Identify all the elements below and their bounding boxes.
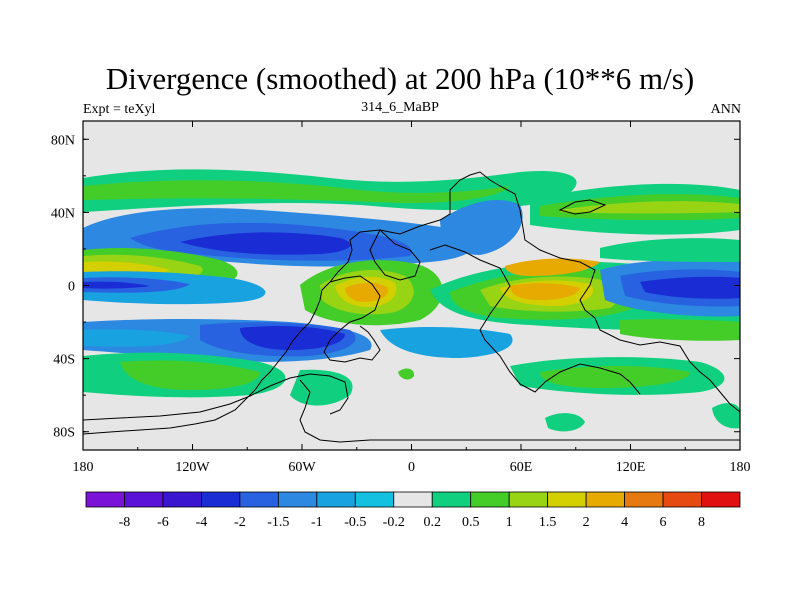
colorbar-label: 1 — [506, 515, 513, 530]
colorbar-swatch — [508, 491, 549, 508]
colorbar-swatch — [624, 491, 664, 508]
colorbar-swatch — [316, 491, 356, 508]
colorbar-label: 1.5 — [539, 515, 557, 530]
colorbar-label: -0.2 — [383, 515, 405, 530]
colorbar-swatch — [585, 491, 625, 508]
colorbar-label: 8 — [698, 515, 705, 530]
colorbar-swatch — [277, 491, 318, 508]
colorbar-swatch — [547, 491, 587, 508]
continent-outlines — [83, 171, 740, 443]
case-label: 314_6_MaBP — [361, 100, 439, 115]
colorbar-label: -6 — [157, 515, 169, 530]
season-label: ANN — [710, 102, 741, 117]
colorbar-label: -0.5 — [344, 515, 366, 530]
x-tick-label: 0 — [408, 460, 415, 475]
colorbar-swatch — [470, 491, 510, 508]
colorbar-label: -2 — [234, 515, 246, 530]
experiment-label: Expt = teXyl — [83, 102, 156, 117]
colorbar-swatch — [124, 491, 164, 508]
colorbar-swatch — [662, 491, 702, 508]
colorbar-label: -1 — [311, 515, 323, 530]
y-tick-label: 40N — [51, 206, 75, 221]
x-tick-label: 180 — [730, 460, 751, 475]
x-tick-label: 180 — [73, 460, 94, 475]
colorbar-label: 4 — [621, 515, 628, 530]
x-tick-label: 120E — [616, 460, 646, 475]
y-axis: 80N 40N 0 40S 80S — [51, 133, 740, 441]
x-axis: 180 120W 60W 0 60E 120E 180 — [73, 121, 751, 475]
colorbar-label: -8 — [119, 515, 131, 530]
colorbar-label: 2 — [583, 515, 590, 530]
x-tick-label: 60E — [510, 460, 533, 475]
colorbar-swatch — [201, 491, 241, 508]
colorbar-label: 6 — [660, 515, 667, 530]
divergence-field — [83, 169, 740, 432]
colorbar-swatch — [431, 491, 472, 508]
y-tick-label: 80N — [51, 133, 75, 148]
colorbar-label: 0.5 — [462, 515, 480, 530]
map-panel — [82, 120, 741, 451]
x-tick-label: 120W — [175, 460, 210, 475]
colorbar-label: 0.2 — [423, 515, 441, 530]
colorbar-swatch — [85, 491, 125, 508]
y-tick-label: 80S — [53, 426, 75, 441]
colorbar-label: -4 — [196, 515, 208, 530]
y-tick-label: 0 — [68, 280, 75, 295]
colorbar-label: -1.5 — [267, 515, 289, 530]
colorbar: -8 -6 -4 -2 -1.5 -1 -0.5 -0.2 0.2 0.5 1 1.5 2 4 6 8 — [85, 491, 741, 530]
colorbar-swatch — [701, 491, 741, 508]
plot-title: Divergence (smoothed) at 200 hPa (10**6 … — [105, 61, 695, 96]
y-tick-label: 40S — [53, 353, 75, 368]
colorbar-swatch — [162, 491, 202, 508]
x-tick-label: 60W — [288, 460, 316, 475]
colorbar-swatch — [239, 491, 279, 508]
colorbar-swatch — [393, 491, 433, 508]
colorbar-swatch — [354, 491, 395, 508]
